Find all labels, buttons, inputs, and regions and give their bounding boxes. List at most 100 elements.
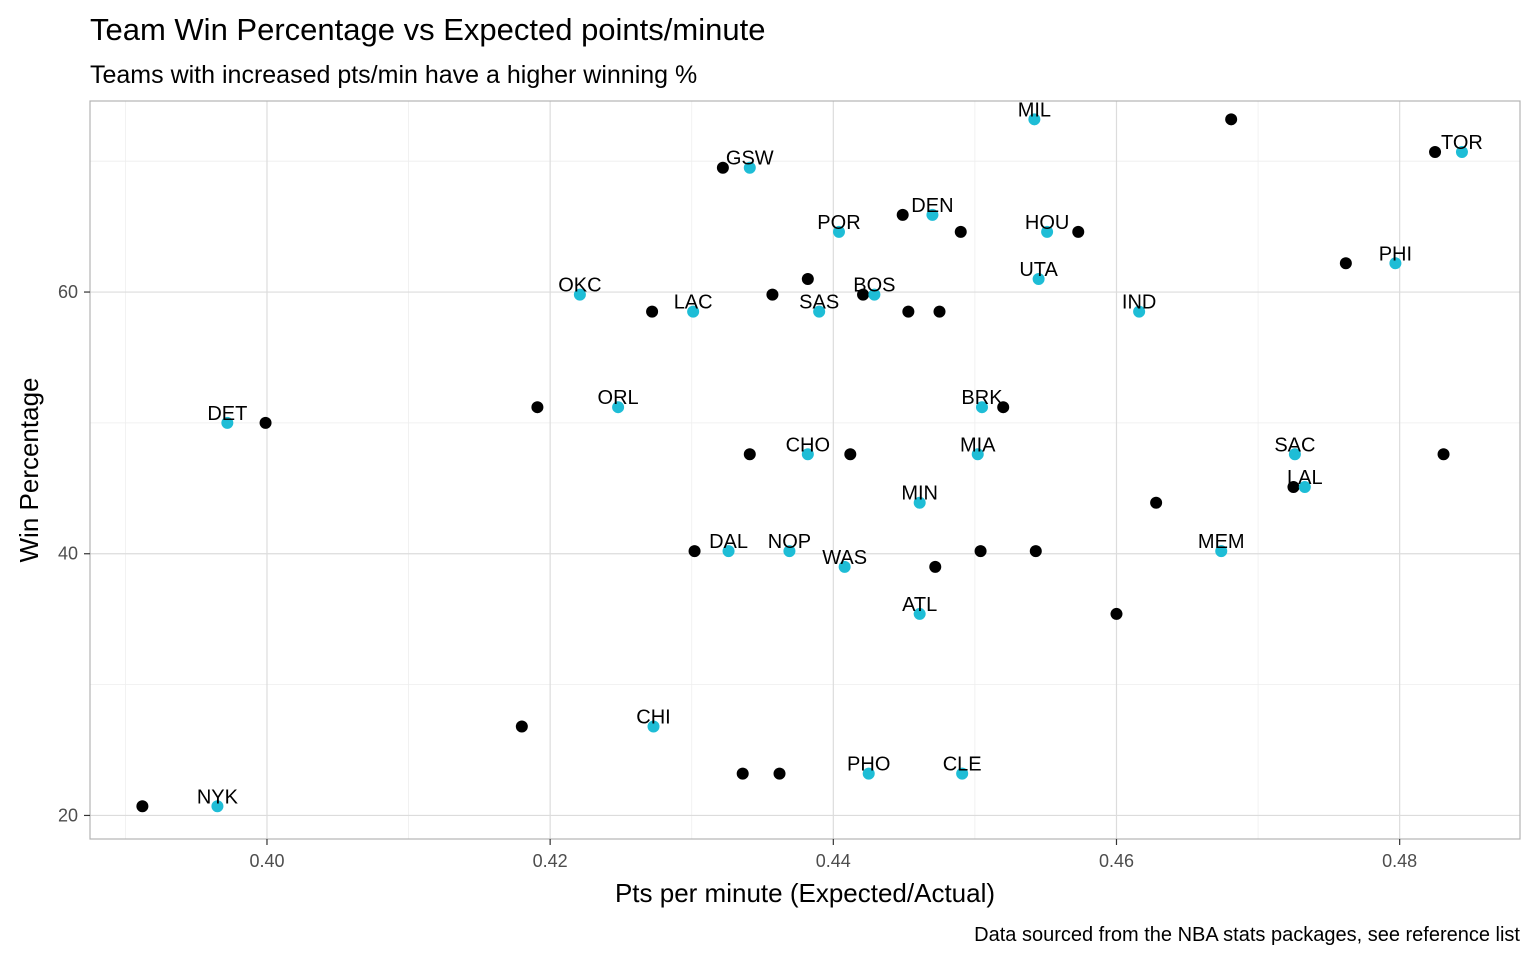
team-label: NYK: [197, 786, 239, 808]
actual-point: [974, 545, 987, 558]
actual-point: [259, 416, 272, 429]
expected-point: [573, 288, 586, 301]
actual-point: [531, 401, 544, 414]
actual-point: [1437, 448, 1450, 461]
team-label: ORL: [598, 387, 639, 409]
actual-point: [929, 560, 942, 573]
actual-point: [997, 401, 1010, 414]
actual-point: [716, 161, 729, 174]
team-label: NOP: [768, 531, 811, 553]
x-tick-label: 0.40: [249, 851, 284, 871]
expected-point: [687, 305, 700, 318]
expected-point: [1215, 545, 1228, 558]
expected-point: [1133, 305, 1146, 318]
grid-lines: [90, 101, 1520, 839]
team-label: GSW: [726, 148, 774, 170]
expected-point: [971, 448, 984, 461]
actual-point: [646, 305, 659, 318]
actual-point: [1429, 146, 1442, 159]
team-label: CHO: [786, 434, 830, 456]
x-tick-label: 0.42: [533, 851, 568, 871]
actual-point: [1029, 545, 1042, 558]
actual-point: [766, 288, 779, 301]
y-tick-label: 20: [58, 805, 78, 825]
team-label: PHI: [1379, 243, 1412, 265]
actual-point: [1287, 481, 1300, 494]
actual-point: [844, 448, 857, 461]
expected-point: [832, 225, 845, 238]
team-label: DAL: [709, 531, 748, 553]
actual-point: [933, 305, 946, 318]
expected-point: [913, 496, 926, 509]
y-tick-label: 60: [58, 282, 78, 302]
team-label: BRK: [961, 387, 1003, 409]
team-label: SAC: [1274, 434, 1315, 456]
expected-point: [647, 720, 660, 733]
team-label: UTA: [1019, 259, 1058, 281]
team-label: SAS: [799, 292, 839, 314]
actual-point: [1150, 496, 1163, 509]
team-label: POR: [817, 212, 860, 234]
team-label: MEM: [1198, 531, 1245, 553]
team-label: CLE: [943, 754, 982, 776]
expected-point: [813, 305, 826, 318]
expected-point: [1032, 272, 1045, 285]
team-labels: MIL TOR GSW DEN POR HOU PHI UTA BOS OKC LAC SAS IND O…: [197, 99, 1483, 808]
team-label: HOU: [1025, 212, 1069, 234]
expected-point: [783, 545, 796, 558]
chart-subtitle: Teams with increased pts/min have a high…: [90, 61, 697, 89]
chart-caption: Data sourced from the NBA stats packages…: [974, 924, 1520, 946]
actual-point: [1110, 607, 1123, 620]
actual-point: [736, 767, 749, 780]
team-label: DEN: [911, 195, 953, 217]
actual-point: [857, 288, 870, 301]
expected-point: [926, 208, 939, 221]
actual-point: [1339, 257, 1352, 270]
actual-point: [902, 305, 915, 318]
y-tick-label: 40: [58, 544, 78, 564]
actual-point: [688, 545, 701, 558]
x-tick-label: 0.44: [816, 851, 851, 871]
actual-point: [515, 720, 528, 733]
expected-point: [1389, 257, 1402, 270]
plot-panel-border: [89, 100, 1521, 840]
data-points: [136, 113, 1468, 813]
expected-point: [956, 767, 969, 780]
team-label: BOS: [853, 275, 895, 297]
chart-title: Team Win Percentage vs Expected points/m…: [90, 12, 765, 47]
actual-point: [773, 767, 786, 780]
team-label: LAL: [1287, 467, 1323, 489]
team-label: PHO: [847, 754, 890, 776]
expected-point: [801, 448, 814, 461]
expected-point: [862, 767, 875, 780]
actual-point: [743, 448, 756, 461]
expected-point: [913, 607, 926, 620]
expected-point: [838, 560, 851, 573]
expected-point: [1455, 146, 1468, 159]
team-label: WAS: [822, 547, 867, 569]
y-axis-title: Win Percentage: [14, 378, 44, 563]
expected-point: [1288, 448, 1301, 461]
team-label: MIA: [960, 434, 996, 456]
actual-point: [896, 208, 909, 221]
expected-point: [221, 416, 234, 429]
team-label: OKC: [558, 275, 601, 297]
x-tick-label: 0.48: [1382, 851, 1417, 871]
team-label: TOR: [1441, 132, 1483, 154]
actual-point: [954, 225, 967, 238]
actual-point: [136, 800, 149, 813]
team-label: CHI: [636, 706, 670, 728]
expected-point: [743, 161, 756, 174]
team-label: MIN: [901, 483, 938, 505]
team-label: MIL: [1018, 99, 1051, 121]
expected-point: [975, 401, 988, 414]
team-label: ATL: [902, 594, 937, 616]
actual-point: [801, 272, 814, 285]
x-axis-title: Pts per minute (Expected/Actual): [615, 878, 995, 908]
team-label: IND: [1122, 292, 1156, 314]
expected-point: [1298, 481, 1311, 494]
x-tick-label: 0.46: [1099, 851, 1134, 871]
expected-point: [1041, 225, 1054, 238]
axis-ticks: 0.40 0.42 0.44 0.46 0.48 20 40 60: [58, 282, 1417, 871]
